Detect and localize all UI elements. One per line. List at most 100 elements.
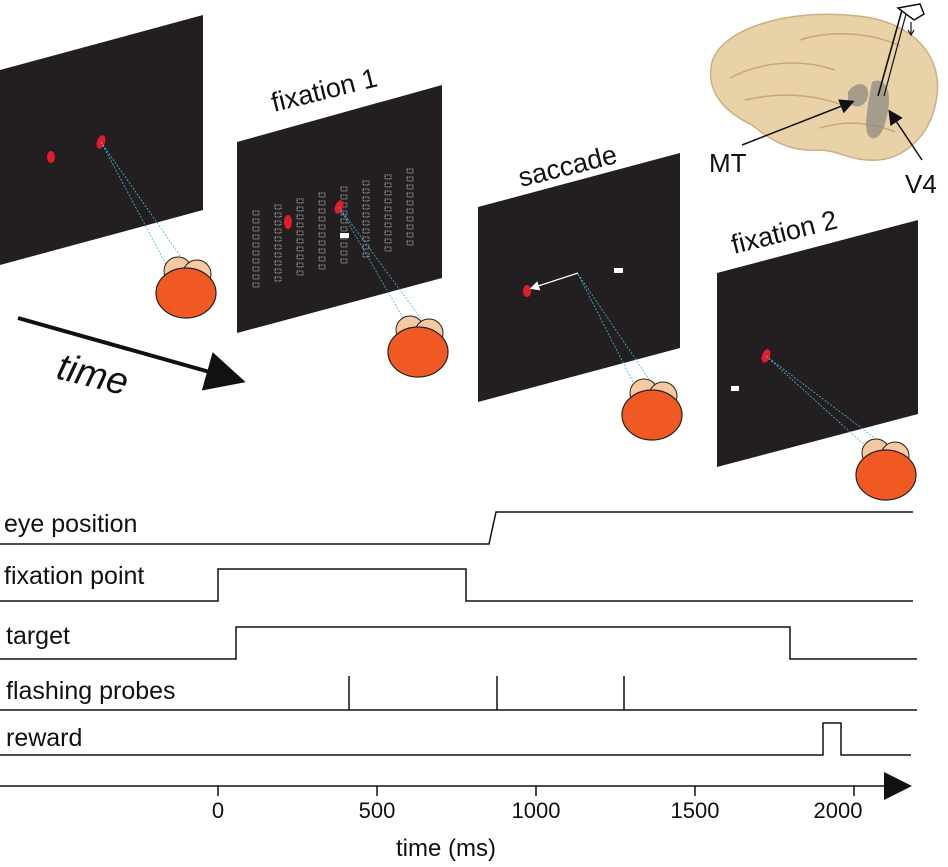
probe-box (252, 282, 260, 288)
gaze-line (100, 141, 191, 271)
probe-box (318, 248, 326, 254)
probe-box (340, 210, 348, 216)
gaze-line (338, 206, 411, 331)
signal-label-eye-position: eye position (4, 510, 137, 538)
probe-box (318, 256, 326, 262)
gaze-line (100, 141, 171, 273)
probe-box (406, 168, 414, 174)
x-tick-label: 1000 (512, 798, 561, 823)
probe-box (362, 188, 370, 194)
probe-box (252, 234, 260, 240)
probe-box (384, 238, 392, 244)
probe-box (384, 246, 392, 252)
probe-box (384, 230, 392, 236)
probe-box (274, 220, 282, 226)
probe-box (384, 206, 392, 212)
gaze-line (338, 206, 429, 329)
target-stimulus (731, 386, 739, 391)
probe-box (252, 226, 260, 232)
probe-box (384, 182, 392, 188)
probe-box (318, 192, 326, 198)
probe-box (296, 238, 304, 244)
probe-box (274, 276, 282, 282)
signal-label-reward: reward (6, 724, 82, 752)
probe-box (252, 242, 260, 248)
saccade-arrow (529, 272, 579, 291)
screen-fixation1 (237, 85, 442, 333)
probe-box (362, 244, 370, 250)
probe-box (406, 200, 414, 206)
probe-box (252, 218, 260, 224)
gaze-line (577, 273, 656, 389)
probe-box (296, 246, 304, 252)
x-axis-label: time (ms) (396, 835, 496, 862)
monkey-head (387, 315, 449, 378)
probe-box (274, 204, 282, 210)
probe-array (252, 168, 414, 288)
probe-box (340, 226, 348, 232)
monkey-head (155, 256, 217, 319)
gaze-line (765, 355, 871, 451)
probe-box (406, 224, 414, 230)
monkey-head (855, 438, 917, 501)
probe-box (252, 274, 260, 280)
electrode (883, 13, 907, 97)
probe-box (340, 250, 348, 256)
probe-box (384, 222, 392, 228)
probe-box (406, 184, 414, 190)
probe-box (296, 206, 304, 212)
mt-label: MT (709, 148, 747, 178)
probe-box (252, 250, 260, 256)
time-axis-arrowhead (884, 772, 912, 800)
probe-box (296, 262, 304, 268)
gaze-line (765, 355, 889, 449)
fixation-dot (523, 285, 531, 297)
probe-box (384, 198, 392, 204)
screen-initial (0, 15, 203, 273)
probe-box (296, 198, 304, 204)
signal-label-target: target (6, 622, 70, 650)
probe-box (252, 258, 260, 264)
v4-pointer (888, 109, 923, 161)
signal-label-fixation-point: fixation point (4, 562, 144, 590)
probe-box (318, 224, 326, 230)
target-stimulus (340, 233, 349, 238)
probe-box (362, 212, 370, 218)
probe-box (362, 196, 370, 202)
probe-box (274, 212, 282, 218)
gaze-line (577, 273, 638, 391)
time-arrow (17, 316, 246, 391)
probe-box (318, 208, 326, 214)
probe-box (274, 260, 282, 266)
v4-area (866, 80, 890, 139)
probe-box (340, 258, 348, 264)
mt-pointer (741, 99, 855, 146)
probe-box (340, 186, 348, 192)
probe-box (340, 218, 348, 224)
probe-box (318, 240, 326, 246)
signal-label-flashing-probes: flashing probes (6, 677, 176, 705)
probe-box (362, 228, 370, 234)
probe-box (362, 220, 370, 226)
v4-label: V4 (905, 169, 937, 199)
probe-box (318, 200, 326, 206)
trace-eye-position (0, 511, 913, 545)
monkey-brain: MT V4 (709, 3, 939, 199)
x-tick-label: 1500 (671, 798, 720, 823)
probe-box (406, 192, 414, 198)
probe-box (296, 214, 304, 220)
x-tick-label: 0 (212, 798, 224, 823)
screen-saccade (478, 153, 680, 402)
trace-fixation-point (0, 568, 913, 602)
probe-box (252, 266, 260, 272)
probe-box (296, 230, 304, 236)
timeline: eye position fixation point target flash… (0, 510, 917, 862)
probe-box (384, 214, 392, 220)
probe-box (362, 252, 370, 258)
probe-box (252, 210, 260, 216)
probe-box (296, 222, 304, 228)
probe-box (406, 240, 414, 246)
fixation-dot (47, 151, 55, 163)
probe-box (274, 228, 282, 234)
x-tick-label: 2000 (814, 798, 863, 823)
